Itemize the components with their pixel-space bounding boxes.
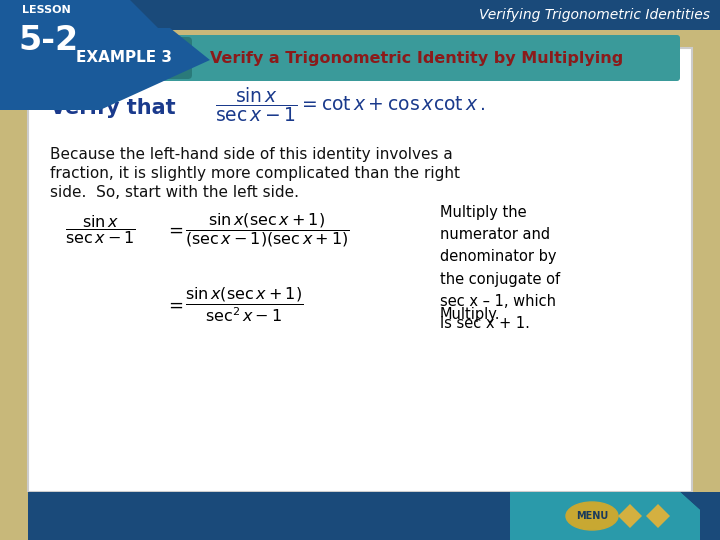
FancyBboxPatch shape (54, 37, 192, 79)
Text: EXAMPLE 3: EXAMPLE 3 (76, 51, 172, 65)
FancyBboxPatch shape (0, 492, 720, 540)
FancyBboxPatch shape (0, 0, 720, 30)
Polygon shape (0, 0, 28, 540)
Ellipse shape (566, 502, 618, 530)
Polygon shape (0, 492, 28, 540)
Text: fraction, it is slightly more complicated than the right: fraction, it is slightly more complicate… (50, 166, 460, 181)
Text: Verify a Trigonometric Identity by Multiplying: Verify a Trigonometric Identity by Multi… (210, 51, 624, 65)
Text: side.  So, start with the left side.: side. So, start with the left side. (50, 185, 299, 200)
Text: $\dfrac{\sin x(\sec x + 1)}{(\sec x - 1)(\sec x + 1)}$: $\dfrac{\sin x(\sec x + 1)}{(\sec x - 1)… (185, 211, 350, 249)
Text: Verify that: Verify that (50, 98, 176, 118)
Text: $=$: $=$ (165, 221, 184, 239)
Text: Because the left-hand side of this identity involves a: Because the left-hand side of this ident… (50, 147, 453, 162)
Polygon shape (646, 504, 670, 528)
Polygon shape (520, 492, 700, 540)
FancyBboxPatch shape (52, 35, 680, 81)
Text: $\dfrac{\sin x(\sec x + 1)}{\sec^{2} x - 1}$: $\dfrac{\sin x(\sec x + 1)}{\sec^{2} x -… (185, 286, 303, 325)
Text: $\dfrac{\sin x}{\sec x - 1}$: $\dfrac{\sin x}{\sec x - 1}$ (65, 213, 136, 246)
Polygon shape (618, 504, 642, 528)
Text: LESSON: LESSON (22, 5, 71, 15)
Polygon shape (0, 0, 160, 30)
Polygon shape (692, 0, 720, 540)
Text: 5-2: 5-2 (18, 24, 78, 57)
Text: Multiply.: Multiply. (440, 307, 500, 322)
Polygon shape (0, 28, 210, 110)
Text: MENU: MENU (576, 511, 608, 521)
Text: Multiply the
numerator and
denominator by
the conjugate of
sec x – 1, which
is s: Multiply the numerator and denominator b… (440, 205, 560, 331)
Polygon shape (510, 492, 700, 540)
FancyBboxPatch shape (28, 48, 692, 492)
Text: $\dfrac{\sin x}{\sec x - 1} = \cot x + \cos x \cot x\,.$: $\dfrac{\sin x}{\sec x - 1} = \cot x + \… (215, 85, 485, 124)
Text: $=$: $=$ (165, 296, 184, 314)
Text: Verifying Trigonometric Identities: Verifying Trigonometric Identities (479, 8, 710, 22)
